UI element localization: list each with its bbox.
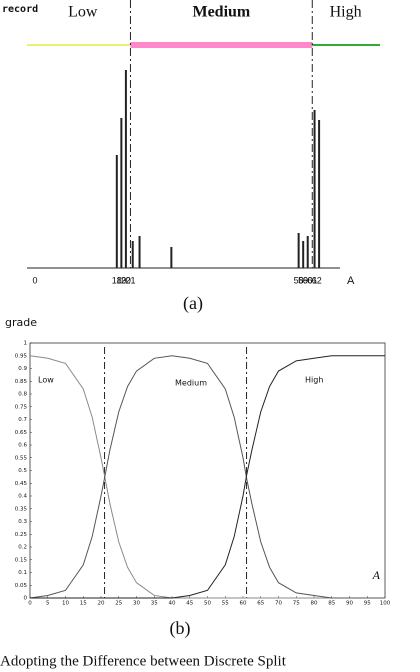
x-tick-label: 25 <box>115 601 122 607</box>
y-tick-label: 0.25 <box>15 532 28 538</box>
y-tick-label: 0.1 <box>18 570 27 576</box>
y-tick-label: 0.7 <box>18 417 27 423</box>
y-tick-label: 0.4 <box>18 494 27 500</box>
y-tick-label: 1 <box>24 341 28 347</box>
y-axis-label: record <box>2 4 38 15</box>
region-label: Medium <box>192 4 250 21</box>
bar <box>306 236 309 268</box>
x-tick-label: 0 <box>28 601 32 607</box>
bar <box>138 236 141 268</box>
y-axis-label: grade <box>5 316 37 329</box>
y-tick-label: 0.55 <box>15 455 28 461</box>
x-tick-label: 65 <box>257 601 264 607</box>
y-tick-label: 0 <box>24 596 28 602</box>
bar <box>120 118 123 268</box>
x-axis-label: A <box>372 568 381 582</box>
x-tick-label: 20 <box>98 601 105 607</box>
x-tick-label: 18 <box>112 275 122 285</box>
x-tick-label: 19 <box>116 275 126 285</box>
x-tick-label: 5 <box>46 601 50 607</box>
region-label: High <box>330 4 362 21</box>
caption: Adopting the Difference between Discrete… <box>0 653 287 669</box>
bar <box>115 155 118 268</box>
x-tick-label: 10 <box>62 601 69 607</box>
plot-frame <box>29 342 386 599</box>
y-tick-label: 0.3 <box>18 519 27 525</box>
y-tick-label: 0.9 <box>18 366 27 372</box>
series-line <box>29 355 385 599</box>
x-tick-label: 55 <box>222 601 229 607</box>
y-tick-label: 0.75 <box>15 404 28 410</box>
x-tick-label: 85 <box>328 601 335 607</box>
x-tick-label: 60 <box>240 601 247 607</box>
y-tick-label: 0.45 <box>15 481 28 487</box>
x-tick-label: 45 <box>186 601 193 607</box>
y-tick-label: 0.2 <box>18 545 27 551</box>
series-line <box>29 355 385 599</box>
series-line <box>30 355 385 599</box>
region-label: Low <box>68 4 98 21</box>
series-label: Medium <box>175 379 207 388</box>
x-tick-label: 59 <box>298 275 308 285</box>
x-tick-label: 95 <box>364 601 371 607</box>
x-tick-label: 100 <box>380 601 391 607</box>
bar <box>318 120 321 268</box>
x-tick-label: 60 <box>303 275 313 285</box>
bar <box>313 110 316 268</box>
y-tick-label: 0.15 <box>15 557 28 563</box>
x-tick-label: 35 <box>151 601 158 607</box>
bar <box>297 233 300 268</box>
x-tick-label: 21 <box>125 275 135 285</box>
y-tick-label: 0.35 <box>15 506 28 512</box>
x-tick-label: 40 <box>169 601 176 607</box>
y-tick-label: 0.8 <box>18 392 27 398</box>
bar <box>131 241 134 268</box>
series-label: Low <box>38 376 54 385</box>
y-tick-label: 0.05 <box>15 583 28 589</box>
x-tick-label: 75 <box>293 601 300 607</box>
x-tick-label: 15 <box>80 601 87 607</box>
y-tick-label: 0.65 <box>15 430 28 436</box>
x-tick-label: 90 <box>346 601 353 607</box>
bar <box>124 70 127 268</box>
x-tick-label: 80 <box>311 601 318 607</box>
x-tick-label: 0 <box>32 275 37 285</box>
series-label: High <box>305 376 323 385</box>
panel-label: (b) <box>170 618 191 639</box>
x-tick-label: 58 <box>294 275 304 285</box>
x-tick-label: 20 <box>121 275 131 285</box>
bar <box>170 247 173 268</box>
x-tick-label: 62 <box>312 275 322 285</box>
x-tick-label: 61 <box>307 275 317 285</box>
y-tick-label: 0.6 <box>18 443 27 449</box>
y-tick-label: 0.85 <box>15 379 28 385</box>
x-tick-label: 70 <box>275 601 282 607</box>
x-tick-label: 30 <box>133 601 140 607</box>
x-tick-label: 50 <box>204 601 211 607</box>
panel-label: (a) <box>183 293 203 314</box>
x-axis-label: A <box>347 275 355 287</box>
y-tick-label: 0.5 <box>18 468 27 474</box>
y-tick-label: 0.95 <box>15 353 28 359</box>
bar <box>302 241 305 268</box>
